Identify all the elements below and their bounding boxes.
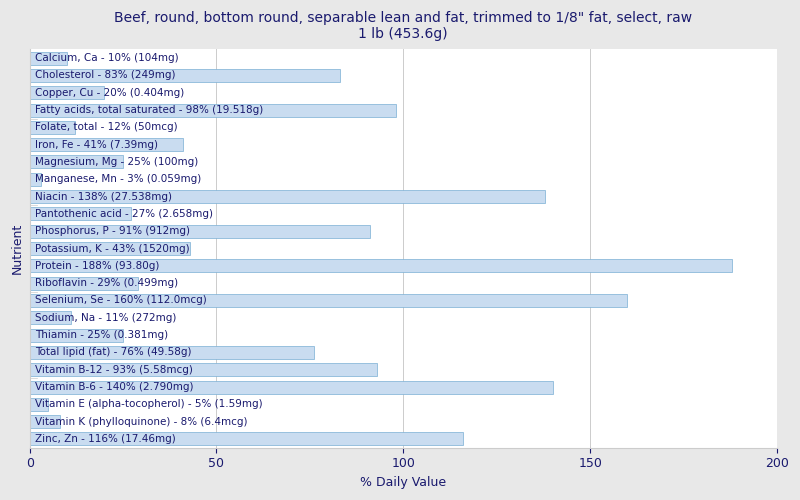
Text: Vitamin E (alpha-tocopherol) - 5% (1.59mg): Vitamin E (alpha-tocopherol) - 5% (1.59m… (35, 400, 263, 409)
Text: Vitamin B-12 - 93% (5.58mcg): Vitamin B-12 - 93% (5.58mcg) (35, 364, 193, 374)
Text: Niacin - 138% (27.538mg): Niacin - 138% (27.538mg) (35, 192, 172, 202)
Bar (30, 190, 546, 203)
Bar (30, 173, 41, 186)
X-axis label: % Daily Value: % Daily Value (360, 476, 446, 489)
Text: Fatty acids, total saturated - 98% (19.518g): Fatty acids, total saturated - 98% (19.5… (35, 105, 263, 115)
Text: Cholesterol - 83% (249mg): Cholesterol - 83% (249mg) (35, 70, 176, 81)
Bar (30, 346, 314, 359)
Text: Folate, total - 12% (50mcg): Folate, total - 12% (50mcg) (35, 122, 178, 132)
Text: Total lipid (fat) - 76% (49.58g): Total lipid (fat) - 76% (49.58g) (35, 348, 192, 358)
Text: Sodium, Na - 11% (272mg): Sodium, Na - 11% (272mg) (35, 313, 177, 323)
Bar (30, 156, 123, 168)
Bar (30, 86, 104, 99)
Text: Magnesium, Mg - 25% (100mg): Magnesium, Mg - 25% (100mg) (35, 157, 198, 167)
Text: Copper, Cu - 20% (0.404mg): Copper, Cu - 20% (0.404mg) (35, 88, 185, 98)
Text: Riboflavin - 29% (0.499mg): Riboflavin - 29% (0.499mg) (35, 278, 178, 288)
Text: Vitamin B-6 - 140% (2.790mg): Vitamin B-6 - 140% (2.790mg) (35, 382, 194, 392)
Text: Potassium, K - 43% (1520mg): Potassium, K - 43% (1520mg) (35, 244, 190, 254)
Bar (30, 312, 70, 324)
Text: Calcium, Ca - 10% (104mg): Calcium, Ca - 10% (104mg) (35, 53, 179, 63)
Text: Protein - 188% (93.80g): Protein - 188% (93.80g) (35, 261, 160, 271)
Text: Thiamin - 25% (0.381mg): Thiamin - 25% (0.381mg) (35, 330, 168, 340)
Title: Beef, round, bottom round, separable lean and fat, trimmed to 1/8" fat, select, : Beef, round, bottom round, separable lea… (114, 11, 692, 42)
Bar (30, 208, 130, 220)
Bar (30, 294, 627, 307)
Bar (30, 224, 370, 237)
Bar (30, 328, 123, 342)
Bar (30, 260, 732, 272)
Text: Manganese, Mn - 3% (0.059mg): Manganese, Mn - 3% (0.059mg) (35, 174, 202, 184)
Y-axis label: Nutrient: Nutrient (11, 223, 24, 274)
Bar (30, 69, 340, 82)
Bar (30, 276, 138, 289)
Bar (30, 52, 67, 64)
Text: Selenium, Se - 160% (112.0mcg): Selenium, Se - 160% (112.0mcg) (35, 296, 207, 306)
Bar (30, 398, 48, 411)
Bar (30, 121, 74, 134)
Bar (30, 242, 190, 255)
Text: Zinc, Zn - 116% (17.46mg): Zinc, Zn - 116% (17.46mg) (35, 434, 176, 444)
Text: Iron, Fe - 41% (7.39mg): Iron, Fe - 41% (7.39mg) (35, 140, 158, 149)
Bar (30, 432, 463, 446)
Text: Phosphorus, P - 91% (912mg): Phosphorus, P - 91% (912mg) (35, 226, 190, 236)
Text: Pantothenic acid - 27% (2.658mg): Pantothenic acid - 27% (2.658mg) (35, 209, 214, 219)
Text: Vitamin K (phylloquinone) - 8% (6.4mcg): Vitamin K (phylloquinone) - 8% (6.4mcg) (35, 416, 248, 426)
Bar (30, 415, 59, 428)
Bar (30, 104, 396, 117)
Bar (30, 138, 183, 151)
Bar (30, 380, 553, 394)
Bar (30, 363, 377, 376)
